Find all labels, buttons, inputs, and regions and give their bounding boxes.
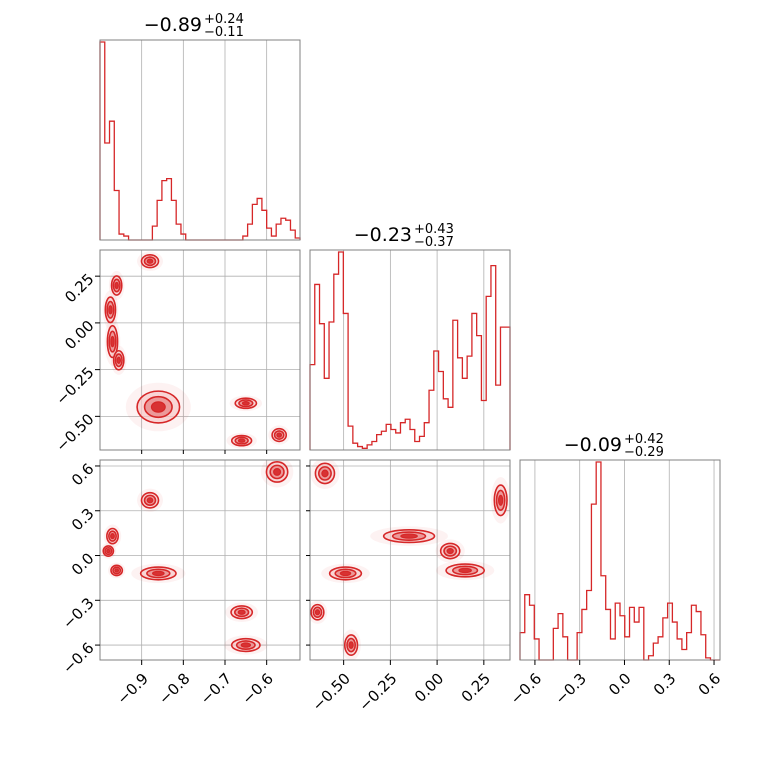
panel-frame — [309, 249, 511, 451]
contour-inner — [152, 570, 165, 577]
x-tick-label: −0.6 — [507, 670, 545, 708]
histogram-title-3: −0.09 +0.42−0.29 — [564, 432, 664, 460]
x-tick-label: 0.3 — [650, 670, 680, 700]
title-plus: +0.42 — [624, 432, 664, 447]
contour-inner — [348, 641, 354, 649]
histogram-step-line — [99, 41, 301, 241]
panel-frame — [519, 459, 721, 661]
y-tick-label: −0.6 — [59, 639, 97, 677]
x-tick-label: −0.8 — [155, 670, 193, 708]
y-tick-label: 0.25 — [61, 270, 97, 306]
histogram-panel-2: −0.23 +0.43−0.37 — [309, 222, 511, 451]
contour-inner — [106, 548, 111, 554]
contour-inner — [446, 547, 454, 555]
contour-layer — [100, 460, 294, 655]
panel-frame — [99, 39, 301, 241]
title-minus: −0.37 — [414, 235, 454, 250]
title-minus: −0.11 — [204, 25, 244, 40]
contour-inner — [114, 568, 120, 573]
x-tick-label: −0.50 — [309, 670, 354, 715]
y-tick-label: −0.50 — [52, 410, 97, 455]
contour-inner — [114, 281, 119, 290]
contour-inner — [400, 533, 418, 539]
y-tick-label: −0.3 — [59, 594, 97, 632]
contour-inner — [314, 609, 321, 616]
x-tick-label: −0.7 — [197, 670, 235, 708]
histogram-title-1: −0.89 +0.24−0.11 — [144, 12, 244, 40]
y-tick-label: 0.0 — [68, 549, 98, 579]
y-tick-label: 0.3 — [68, 505, 98, 535]
contour-panel-2-3 — [309, 459, 511, 661]
contour-inner — [276, 432, 283, 438]
y-tick-label: 0.00 — [61, 317, 97, 353]
contour-layer — [310, 460, 510, 660]
title-median: −0.89 — [144, 14, 202, 36]
panel-frame — [99, 459, 301, 661]
contour-inner — [497, 494, 504, 506]
contour-inner — [241, 401, 250, 406]
contour-inner — [237, 438, 246, 443]
x-tick-label: −0.6 — [238, 670, 276, 708]
contour-panel-1-3 — [99, 459, 301, 661]
histogram-step-line — [309, 251, 511, 450]
histogram-panel-3: −0.09 +0.42−0.29 — [519, 432, 721, 661]
contour-inner — [116, 356, 121, 364]
contour-inner — [150, 401, 166, 413]
title-minus: −0.29 — [624, 445, 664, 460]
x-tick-label: 0.0 — [605, 670, 635, 700]
contour-inner — [146, 258, 154, 264]
contour-inner — [110, 335, 115, 348]
panel-frame — [99, 249, 301, 451]
y-tick-label: −0.25 — [52, 363, 97, 408]
contour-inner — [321, 469, 329, 478]
title-plus: +0.43 — [414, 222, 454, 237]
contour-layer — [102, 251, 290, 449]
histogram-step-line — [519, 461, 720, 661]
histogram-panel-1: −0.89 +0.24−0.11 — [99, 12, 301, 241]
x-tick-label: −0.3 — [551, 670, 589, 708]
contour-inner — [458, 567, 472, 574]
x-tick-label: 0.00 — [411, 670, 447, 706]
title-plus: +0.24 — [204, 12, 244, 27]
title-median: −0.23 — [354, 224, 412, 246]
x-tick-label: 0.25 — [458, 670, 494, 706]
contour-inner — [110, 533, 115, 540]
panel-frame — [309, 459, 511, 661]
contour-inner — [339, 570, 352, 577]
x-tick-label: −0.25 — [355, 670, 400, 715]
y-tick-label: 0.6 — [68, 460, 98, 490]
contour-inner — [273, 468, 282, 476]
contour-inner — [237, 609, 246, 615]
x-tick-label: 0.6 — [695, 670, 725, 700]
contour-inner — [146, 497, 154, 504]
x-tick-label: −0.9 — [113, 670, 151, 708]
histogram-title-2: −0.23 +0.43−0.37 — [354, 222, 454, 250]
contour-panel-1-2 — [99, 249, 301, 451]
contour-inner — [108, 305, 113, 315]
title-median: −0.09 — [564, 434, 622, 456]
contour-inner — [240, 642, 252, 648]
